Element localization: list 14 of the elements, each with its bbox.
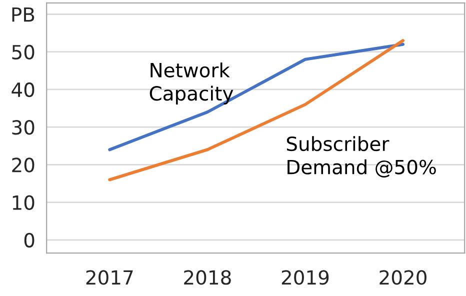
series-label: Subscriber Demand @50% (286, 136, 436, 178)
y-tick-label: 0 (24, 232, 34, 248)
x-tick-label: 2017 (86, 270, 133, 285)
x-tick-label: 2019 (282, 270, 329, 285)
x-tick-label: 2018 (184, 270, 231, 285)
y-tick-label: 20 (12, 158, 34, 172)
y-tick-label: 40 (12, 82, 34, 98)
series-label: Network Capacity (150, 62, 234, 105)
line-series (108, 42, 405, 152)
x-tick-label: 2020 (380, 270, 426, 285)
y-tick-label: 30 (12, 120, 34, 135)
y-tick-label: 10 (12, 195, 34, 210)
y-tick-label: PB (12, 7, 34, 22)
y-tick-label: 50 (12, 44, 34, 60)
